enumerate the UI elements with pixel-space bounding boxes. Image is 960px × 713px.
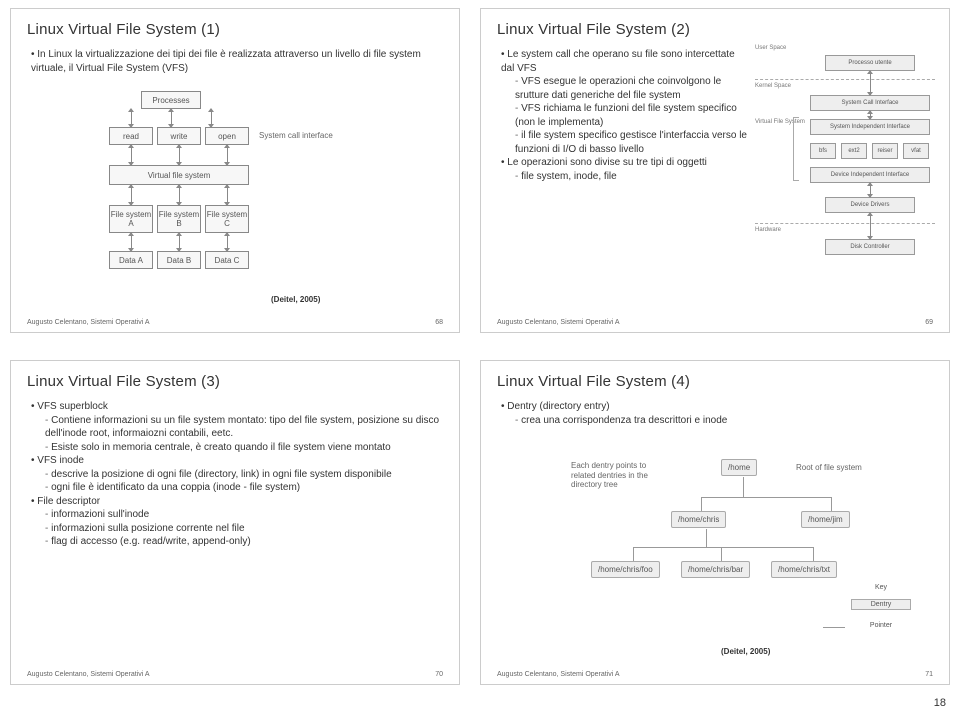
data-b-box: Data B bbox=[157, 251, 201, 269]
dentry-tree-diagram: Each dentry points to related dentries i… bbox=[571, 451, 911, 641]
dentry-note: Each dentry points to related dentries i… bbox=[571, 461, 651, 490]
sub-bullet: VFS esegue le operazioni che coinvolgono… bbox=[515, 75, 747, 102]
sub-bullet: informazioni sulla posizione corrente ne… bbox=[45, 522, 443, 536]
vfat-box: vfat bbox=[903, 143, 929, 159]
slide-4: Linux Virtual File System (4) Dentry (di… bbox=[480, 360, 950, 685]
key-pointer: Pointer bbox=[851, 621, 911, 630]
footer-author: Augusto Celentano, Sistemi Operativi A bbox=[497, 671, 620, 678]
foo-node: /home/chris/foo bbox=[591, 561, 660, 578]
sub-bullet: il file system specifico gestisce l'inte… bbox=[515, 129, 747, 156]
bfs-box: bfs bbox=[810, 143, 836, 159]
sub-bullet: crea una corrispondenza tra descrittori … bbox=[515, 414, 933, 428]
slide-title: Linux Virtual File System (1) bbox=[27, 21, 443, 38]
slide-title: Linux Virtual File System (2) bbox=[497, 21, 933, 38]
slide-title: Linux Virtual File System (3) bbox=[27, 373, 443, 390]
bullet: Le operazioni sono divise su tre tipi di… bbox=[501, 156, 747, 170]
key-label: Key bbox=[851, 583, 911, 592]
data-c-box: Data C bbox=[205, 251, 249, 269]
txt-node: /home/chris/txt bbox=[771, 561, 837, 578]
sub-bullet: flag di accesso (e.g. read/write, append… bbox=[45, 535, 443, 549]
sub-bullet: ogni file è identificato da una coppia (… bbox=[45, 481, 443, 495]
bullet: Dentry (directory entry) bbox=[501, 400, 933, 414]
sub-bullet: informazioni sull'inode bbox=[45, 508, 443, 522]
chris-node: /home/chris bbox=[671, 511, 726, 528]
bullet: In Linux la virtualizzazione dei tipi de… bbox=[31, 48, 443, 75]
kernel-layers-diagram: User Space Processo utente Kernel Space … bbox=[755, 39, 935, 309]
root-label: Root of file system bbox=[796, 463, 862, 472]
sub-bullet: file system, inode, file bbox=[515, 170, 747, 184]
jim-node: /home/jim bbox=[801, 511, 850, 528]
slide-page: 71 bbox=[925, 671, 933, 678]
vfs-layer-diagram: Processes read write open System call in… bbox=[81, 91, 381, 301]
syscall-label: System call interface bbox=[259, 131, 333, 140]
slide-3: Linux Virtual File System (3) VFS superb… bbox=[10, 360, 460, 685]
bar-node: /home/chris/bar bbox=[681, 561, 750, 578]
citation: (Deitel, 2005) bbox=[271, 295, 320, 304]
bullet: Le system call che operano su file sono … bbox=[501, 48, 747, 75]
slide-page: 70 bbox=[435, 671, 443, 678]
slide-page: 68 bbox=[435, 319, 443, 326]
sub-bullet: VFS richiama le funzioni del file system… bbox=[515, 102, 747, 129]
bullet: VFS inode bbox=[31, 454, 443, 468]
citation: (Deitel, 2005) bbox=[721, 647, 770, 656]
slide-1: Linux Virtual File System (1) In Linux l… bbox=[10, 8, 460, 333]
home-node: /home bbox=[721, 459, 757, 476]
slide-title: Linux Virtual File System (4) bbox=[497, 373, 933, 390]
footer-author: Augusto Celentano, Sistemi Operativi A bbox=[27, 319, 150, 326]
bullet: File descriptor bbox=[31, 495, 443, 509]
kernelspace-label: Kernel Space bbox=[755, 83, 791, 89]
sub-bullet: descrive la posizione di ogni file (dire… bbox=[45, 468, 443, 482]
slide-2: Linux Virtual File System (2) Le system … bbox=[480, 8, 950, 333]
footer-author: Augusto Celentano, Sistemi Operativi A bbox=[27, 671, 150, 678]
ext2-box: ext2 bbox=[841, 143, 867, 159]
page-number: 18 bbox=[934, 697, 946, 709]
userspace-label: User Space bbox=[755, 45, 786, 51]
bullet: VFS superblock bbox=[31, 400, 443, 414]
sub-bullet: Contiene informazioni su un file system … bbox=[45, 414, 443, 441]
slide-page: 69 bbox=[925, 319, 933, 326]
hardware-label: Hardware bbox=[755, 227, 781, 233]
footer-author: Augusto Celentano, Sistemi Operativi A bbox=[497, 319, 620, 326]
reiser-box: reiser bbox=[872, 143, 898, 159]
key-dentry: Dentry bbox=[851, 599, 911, 610]
data-a-box: Data A bbox=[109, 251, 153, 269]
sub-bullet: Esiste solo in memoria centrale, è creat… bbox=[45, 441, 443, 455]
